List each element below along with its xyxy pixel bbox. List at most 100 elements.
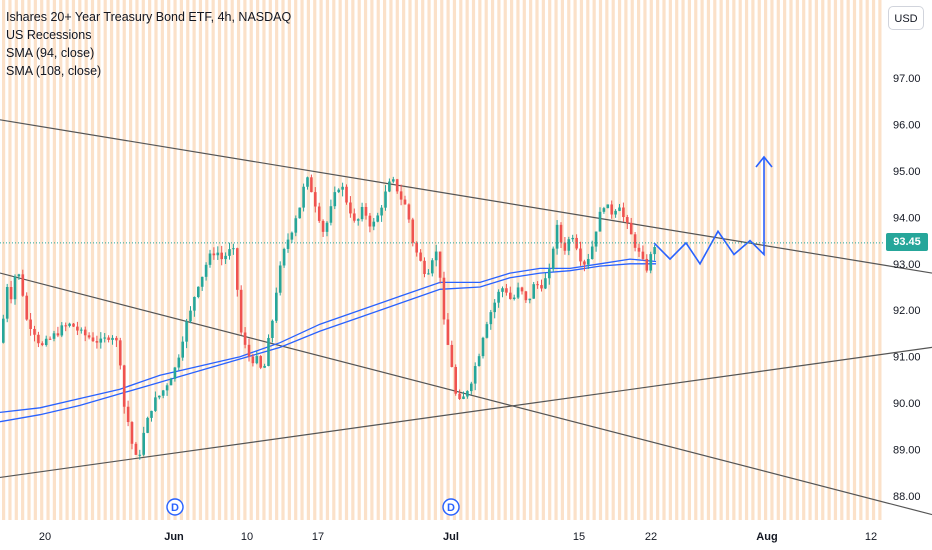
recession-band [802,0,806,520]
candle-body [25,295,28,320]
recession-band [319,0,323,520]
candle-body [407,204,411,220]
legend-indicator-sma-94[interactable]: SMA (94, close) [6,46,95,60]
recession-band [46,0,50,520]
candle-body [641,251,645,259]
legend-indicator-sma-108[interactable]: SMA (108, close) [6,64,102,78]
candle-body [95,341,99,343]
candle-body [122,365,126,407]
candle-body [267,337,270,366]
price-tick-label: 94.00 [893,212,921,224]
candle-body [399,191,403,200]
candle-body [524,291,528,301]
recession-band [617,0,622,520]
recession-band [732,0,736,520]
recession-band [351,0,355,520]
recession-band [529,0,533,520]
candle-body [497,291,500,303]
candle-body [247,344,251,357]
recession-band [738,0,742,520]
dividend-marker [442,498,460,516]
recession-band [497,0,501,520]
recession-band [2,0,6,520]
recession-band [522,0,526,520]
recession-band [325,0,330,520]
recession-band [332,0,336,520]
candle-body [337,189,340,193]
candle-body [232,248,235,250]
candle-body [427,273,430,275]
candle-body [150,410,153,418]
recession-band [383,0,387,520]
time-tick-label: 15 [573,531,585,543]
candle-body [52,333,56,339]
time-tick-label: 10 [241,531,253,543]
candle-body [193,296,196,311]
candle-body [189,310,192,322]
recession-band [192,0,196,520]
recession-band [160,0,164,520]
candle-body [310,177,313,193]
candle-body [587,258,590,265]
candle-body [360,206,364,220]
candle-body [489,312,493,325]
candle-body [509,292,512,299]
candle-body [181,341,184,358]
candle-body [423,260,426,274]
recession-band [611,0,615,520]
candle-body [450,344,454,367]
currency-button[interactable]: USD [888,6,924,30]
candle-body [395,179,399,192]
candle-body [384,191,387,208]
candle-body [364,206,368,216]
candle-body [345,186,348,203]
candle-body [208,253,212,265]
recession-band [440,0,444,520]
price-axis[interactable]: 97.00 96.00 95.00 94.00 93.00 92.00 91.00 90.00… [893,73,921,503]
recession-band [510,0,514,520]
candle-body [333,192,337,207]
candle-body [536,284,539,286]
trendline-3 [0,346,932,479]
time-tick-label: 22 [645,531,657,543]
recession-band [90,0,95,520]
projection-zigzag [653,157,765,266]
candle-body [255,356,259,364]
recession-band [605,0,609,520]
legend-indicator-us-recessions[interactable]: US Recessions [6,28,92,42]
candle-body [278,265,282,293]
recession-band [344,0,349,520]
candle-body [173,367,177,379]
candle-body [200,276,204,287]
candle-body [645,258,649,271]
recession-band [141,0,145,520]
time-axis[interactable]: 20 Jun 10 17 Jul 15 22 Aug 12 [39,531,877,543]
recession-band [478,0,482,520]
candle-body [466,391,469,397]
projection-path [653,155,773,266]
recession-band [408,0,412,520]
recession-band [402,0,406,520]
recession-band [59,0,63,520]
recession-band [389,0,393,520]
dividend-marker-label: D [447,502,455,514]
candle-body [130,422,134,444]
price-tick-label: 96.00 [893,119,921,131]
candle-body [29,319,32,329]
price-tick-label: 91.00 [893,352,921,364]
candle-body [9,287,13,300]
recession-band [865,0,869,520]
candle-body [177,357,181,368]
candle-body [567,239,571,251]
candle-body [438,251,442,278]
recession-band [109,0,114,520]
candle-body [216,252,220,256]
recession-band [770,0,774,520]
candle-body [442,277,446,320]
candle-body [142,432,145,455]
candle-body [571,237,574,240]
candle-body [353,213,356,221]
candle-body [633,234,637,248]
